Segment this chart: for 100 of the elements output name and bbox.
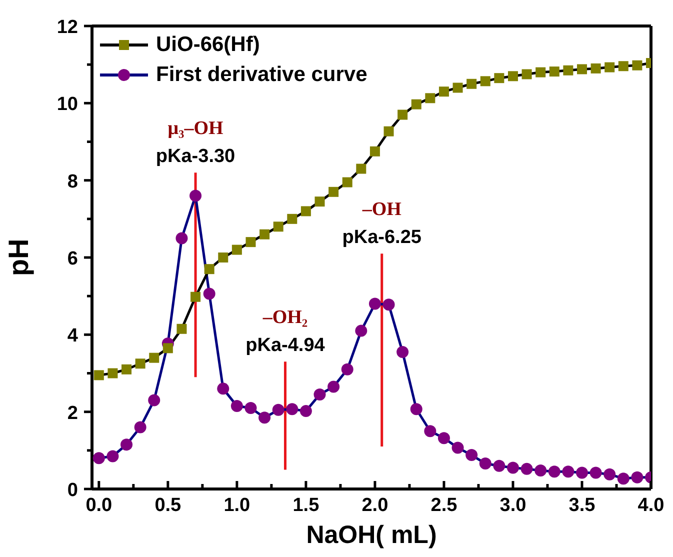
y-tick-label: 2 (67, 402, 78, 424)
point (108, 368, 118, 378)
point (328, 186, 339, 197)
point (576, 466, 588, 479)
point (562, 466, 574, 478)
y-tick-label: 4 (67, 326, 78, 347)
point (190, 190, 202, 202)
legend-label: UiO-66(Hf) (156, 33, 260, 57)
point (534, 464, 547, 476)
point (466, 449, 478, 462)
point (149, 352, 160, 363)
point (328, 380, 340, 393)
point (356, 164, 366, 174)
point (522, 69, 532, 80)
point (438, 86, 449, 97)
point (590, 466, 602, 479)
x-tick-label: 4.0 (638, 495, 664, 516)
point (370, 146, 380, 156)
x-tick-label: 2.5 (430, 495, 458, 516)
x-tick-label: 2.0 (362, 495, 388, 516)
point (341, 363, 354, 376)
point (493, 460, 506, 472)
x-tick-label: 0.0 (86, 495, 112, 516)
point (452, 442, 464, 454)
point (273, 222, 284, 232)
point (631, 471, 644, 484)
point (536, 67, 546, 78)
point (563, 65, 574, 76)
annotation: –OH₂ (262, 307, 308, 328)
point (480, 76, 490, 86)
point (232, 244, 242, 255)
point (176, 324, 187, 334)
point (300, 405, 312, 418)
annotation: pKa-3.30 (156, 146, 236, 168)
point (190, 292, 201, 302)
point (604, 62, 615, 72)
point (355, 324, 368, 337)
point (452, 82, 463, 93)
point (106, 450, 119, 462)
point (632, 60, 642, 70)
point (162, 343, 173, 354)
point (135, 358, 146, 369)
point (122, 364, 132, 374)
point (94, 370, 104, 380)
point (617, 472, 630, 485)
y-tick-label: 6 (67, 248, 78, 270)
point (398, 110, 408, 120)
point (368, 298, 381, 310)
point (314, 196, 325, 207)
point (548, 466, 560, 478)
point (479, 458, 492, 470)
point (424, 425, 436, 438)
y-tick-label: 8 (67, 171, 78, 192)
point (203, 288, 216, 300)
point (384, 126, 394, 136)
point (382, 298, 395, 311)
point (549, 66, 560, 77)
point (92, 452, 105, 464)
y-tick-label: 10 (56, 94, 78, 116)
point (576, 64, 587, 74)
legend-label: First derivative curve (156, 63, 368, 87)
point (204, 264, 214, 274)
point (618, 61, 628, 72)
point (287, 214, 298, 224)
point (258, 412, 271, 424)
point (286, 403, 298, 416)
point (508, 71, 518, 82)
point (466, 78, 477, 89)
point (425, 93, 436, 104)
point (506, 462, 519, 474)
point (590, 63, 601, 74)
point (396, 346, 409, 358)
point (260, 229, 270, 240)
x-tick-label: 1.5 (292, 495, 320, 516)
annotation: –OH (361, 199, 402, 220)
y-axis-title: pH (2, 238, 34, 276)
point (244, 402, 257, 414)
point (230, 400, 243, 412)
point (148, 394, 160, 406)
x-axis-title: NaOH( mL) (306, 521, 437, 549)
point (411, 99, 422, 110)
point (218, 252, 228, 262)
point (120, 438, 133, 451)
point (246, 237, 256, 248)
point (134, 421, 146, 434)
point (314, 388, 326, 400)
annotation: pKa-6.25 (342, 227, 422, 248)
point (176, 232, 188, 244)
y-tick-label: 0 (67, 480, 78, 501)
x-tick-label: 3.0 (500, 495, 526, 516)
point (438, 432, 450, 444)
point (520, 462, 533, 475)
x-tick-label: 3.5 (568, 495, 596, 516)
point (410, 403, 422, 416)
x-tick-label: 0.5 (154, 495, 182, 516)
point (300, 206, 311, 216)
point (272, 404, 284, 416)
point (217, 382, 230, 395)
point (342, 177, 352, 188)
annotation: pKa-4.94 (246, 335, 326, 356)
